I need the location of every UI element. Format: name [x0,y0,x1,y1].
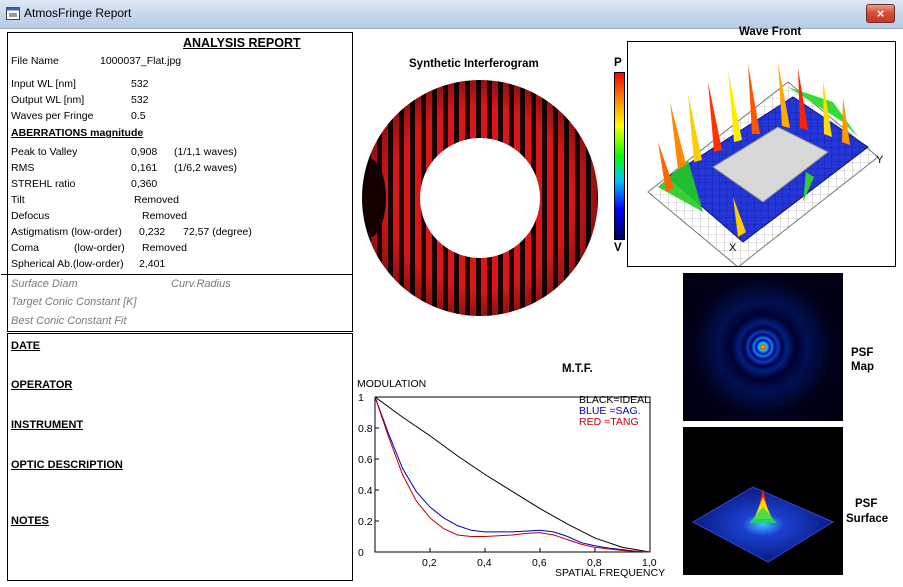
wavefront-view: X Y [627,41,896,267]
mtf-x-tick-label: 0,8 [587,557,602,569]
ptv-waves: (1/1,1 waves) [174,146,238,158]
input-wl-value: 532 [131,78,149,90]
defocus-label: Defocus [11,210,50,222]
close-button[interactable]: × [866,4,895,23]
coma-order: (low-order) [74,242,125,254]
output-wl-value: 532 [131,94,149,106]
mtf-title: M.T.F. [562,363,593,375]
mtf-y-tick-label: 0.4 [358,485,373,497]
scale-bottom-label: V [614,242,622,254]
coma-value: Removed [142,242,187,254]
mtf-chart: MODULATION SPATIAL FREQUENCY 0 0.2 0.4 0.6 0.8… [357,378,665,579]
operator-heading: OPERATOR [11,379,73,391]
mtf-plot-frame [374,396,651,553]
notes-heading: NOTES [11,515,49,527]
spherical-label: Spherical Ab.(low-order) [11,258,124,270]
input-wl-label: Input WL [nm] [11,78,76,90]
mtf-y-tick-label: 0.2 [358,516,373,528]
mtf-y-tick-label: 1 [358,392,364,404]
interferogram-title: Synthetic Interferogram [409,58,539,70]
instrument-heading: INSTRUMENT [11,419,84,431]
mtf-x-tick-label: 0,4 [477,557,492,569]
mtf-xlabel: SPATIAL FREQUENCY [555,567,665,579]
waves-label: Waves per Fringe [11,110,94,122]
tilt-label: Tilt [11,194,25,206]
strehl-label: STREHL ratio [11,178,76,190]
axis-y-label: Y [876,154,884,166]
output-wl-label: Output WL [nm] [11,94,85,106]
date-heading: DATE [11,340,41,352]
best-conic-label: Best Conic Constant Fit [11,315,127,327]
spherical-value: 2,401 [139,258,166,270]
psf-surface-label-1: PSF [855,498,878,510]
psf-surface-image [683,427,843,575]
window-title: AtmosFringe Report [24,6,132,20]
psf-map-label-2: Map [851,361,874,373]
mtf-y-tick-label: 0.8 [358,423,373,435]
ptv-label: Peak to Valley [11,146,78,158]
optic-description-heading: OPTIC DESCRIPTION [11,459,123,471]
file-name-value: 1000037_Flat.jpg [100,55,182,67]
astig-degree: 72,57 (degree) [183,226,252,238]
close-icon: × [876,6,885,21]
mtf-series-line-2 [374,396,651,553]
mtf-ylabel: MODULATION [357,378,426,390]
color-scale-bar [614,72,625,240]
aberrations-heading: ABERRATIONS magnitude [11,127,144,139]
astig-label: Astigmatism (low-order) [11,226,122,238]
scale-top-label: P [614,57,622,69]
rms-waves: (1/6,2 waves) [174,162,238,174]
rms-value: 0,161 [131,162,158,174]
coma-label: Coma [11,242,40,254]
psf-map-label-1: PSF [851,347,874,359]
mtf-series-line-0 [374,396,651,553]
mtf-x-tick-label: 1,0 [642,557,657,569]
mtf-y-tick-label: 0 [358,547,364,559]
app-icon [6,7,20,20]
target-conic-label: Target Conic Constant [K] [11,296,137,308]
report-title: ANALYSIS REPORT [183,36,301,50]
tilt-value: Removed [134,194,179,206]
curv-radius-label: Curv.Radius [171,278,231,290]
mtf-y-tick-label: 0.6 [358,454,373,466]
astig-value: 0,232 [139,226,166,238]
mtf-legend-tang: RED =TANG [579,416,639,428]
notes-panel: DATE OPERATOR INSTRUMENT OPTIC DESCRIPTI… [7,333,353,581]
waves-value: 0.5 [131,110,146,122]
surface-diam-label: Surface Diam [11,278,78,290]
title-bar: AtmosFringe Report × [0,0,903,29]
wavefront-title: Wave Front [739,26,802,38]
file-name-label: File Name [11,55,59,67]
mtf-x-tick-label: 0,2 [422,557,437,569]
mtf-legend-ideal: BLACK=IDEAL [579,394,650,406]
psf-map-image [683,273,843,421]
mtf-x-tick-label: 0,6 [532,557,547,569]
psf-surface-label-2: Surface [846,513,889,525]
interferogram-image [360,78,600,318]
analysis-report-panel: ANALYSIS REPORT File Name 1000037_Flat.j… [1,32,353,332]
ptv-value: 0,908 [131,146,158,158]
report-divider [1,274,353,275]
axis-x-label: X [729,242,737,254]
mtf-legend-sag: BLUE =SAG. [579,405,641,417]
rms-label: RMS [11,162,35,174]
strehl-value: 0,360 [131,178,158,190]
defocus-value: Removed [142,210,187,222]
mtf-series-line-1 [374,396,651,553]
